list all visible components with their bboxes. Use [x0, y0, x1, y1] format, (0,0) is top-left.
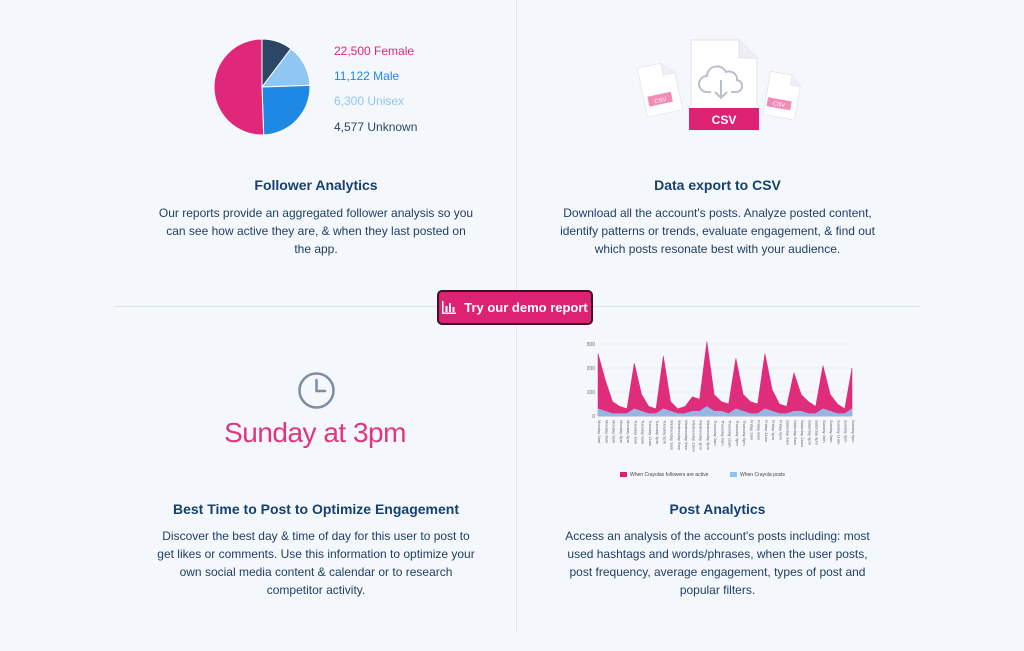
- y-tick-label: 100: [587, 390, 596, 396]
- x-tick-label: Sunday 3pm: [844, 420, 849, 443]
- gender-pie-chart: [213, 38, 311, 136]
- x-tick-label: Wednesday 9pm: [706, 420, 711, 451]
- x-tick-label: Wednesday 11am: [691, 420, 696, 453]
- series-posts-area: [597, 406, 853, 417]
- x-tick-label: Thursday 3pm: [735, 420, 740, 446]
- x-tick-label: Wednesday 3am: [670, 420, 675, 451]
- post-activity-chart: 0 100 200 300 Monday 3am Monday 6am Monday 9am…: [587, 341, 856, 478]
- legend-unknown: 4,577 Unknown: [334, 120, 418, 134]
- clock-icon: [298, 372, 335, 409]
- x-tick-label: Thursday 11am: [728, 420, 733, 448]
- cloud-download-icon: [698, 65, 744, 100]
- legend-label: When Crayola posts: [740, 472, 786, 478]
- x-tick-label: Saturday 9am: [793, 420, 798, 446]
- x-tick-label: Friday 11am: [764, 420, 769, 443]
- x-tick-label: Monday 9pm: [626, 420, 631, 444]
- csv-export-description: Download all the account's posts. Analyz…: [560, 206, 875, 256]
- x-tick-label: Tuesday 3pm: [655, 420, 660, 445]
- best-time-value: Sunday at 3pm: [224, 417, 406, 448]
- x-tick-label: Saturday 11am: [800, 420, 805, 447]
- try-demo-report-label: Try our demo report: [464, 300, 588, 315]
- x-tick-label: Friday 9am: [757, 420, 762, 441]
- x-tick-label: Sunday 11am: [836, 420, 841, 445]
- bar-chart-icon: [442, 301, 457, 314]
- best-time-section: Best Time to Post to Optimize Engagement…: [150, 300, 482, 620]
- x-tick-label: Wednesday 6am: [677, 420, 682, 451]
- x-tick-label: Friday 3pm: [771, 420, 776, 441]
- y-tick-label: 300: [587, 342, 596, 348]
- try-demo-report-button[interactable]: Try our demo report: [437, 290, 593, 325]
- x-tick-label: Saturday 9pm: [815, 420, 820, 446]
- x-tick-label: Monday 3pm: [619, 420, 624, 444]
- svg-text:CSV: CSV: [712, 113, 737, 127]
- series-followers-active-area: [597, 341, 853, 417]
- x-tick-label: Saturday 3pm: [807, 420, 812, 446]
- x-tick-label: Saturday 3am: [786, 420, 791, 446]
- x-tick-label: Monday 6am: [604, 420, 609, 444]
- x-tick-label: Friday 3am: [749, 420, 754, 441]
- small-file-icon-right: CSV: [762, 70, 801, 121]
- svg-text:CSV: CSV: [654, 97, 667, 105]
- legend-female: 22,500 Female: [334, 44, 415, 58]
- x-tick-label: Wednesday 3pm: [699, 420, 704, 451]
- x-tick-label: Friday 9pm: [778, 420, 783, 441]
- follower-analytics-description: Our reports provide an aggregated follow…: [158, 206, 474, 256]
- legend-male: 11,122 Male: [334, 69, 400, 83]
- small-file-icon-left: CSV: [636, 62, 684, 118]
- x-tick-label: Tuesday 9am: [641, 420, 646, 445]
- svg-text:CSV: CSV: [772, 101, 785, 109]
- follower-analytics-title: Follower Analytics: [254, 177, 378, 193]
- x-tick-label: Tuesday 11am: [648, 420, 653, 447]
- y-tick-label: 200: [587, 366, 596, 372]
- x-tick-label: Sunday 3am: [822, 420, 827, 443]
- pie-slice-female: [213, 38, 265, 136]
- post-analytics-section: Post Analytics Access an analysis of the…: [555, 300, 880, 620]
- x-tick-label: Monday 3am: [597, 420, 602, 444]
- x-tick-label: Thursday 9am: [720, 420, 725, 446]
- y-tick-label: 0: [592, 414, 595, 420]
- x-tick-label: Wednesday 9am: [684, 420, 689, 451]
- x-tick-label: Tuesday 9pm: [662, 420, 667, 445]
- legend-label: When Crayolas followers are active: [630, 472, 709, 478]
- post-analytics-title: Post Analytics: [669, 501, 766, 517]
- x-tick-label: Tuesday 3am: [633, 420, 638, 445]
- post-analytics-description: Access an analysis of the account's post…: [565, 529, 870, 597]
- x-tick-label: Thursday 3am: [713, 420, 718, 446]
- x-tick-label: Sunday 9pm: [851, 420, 856, 443]
- best-time-description: Discover the best day & time of day for …: [157, 529, 475, 597]
- legend-swatch: [620, 472, 627, 477]
- x-tick-label: Monday 9am: [612, 420, 617, 444]
- pie-slice-male: [261, 84, 311, 136]
- legend-swatch: [730, 472, 737, 477]
- csv-file-icon: CSV: [689, 39, 759, 131]
- x-tick-label: Sunday 9am: [829, 420, 834, 443]
- csv-illustration: CSV CSV CSV: [636, 38, 806, 138]
- csv-export-title: Data export to CSV: [654, 177, 781, 193]
- csv-export-section: Data export to CSV Download all the acco…: [555, 0, 880, 300]
- follower-analytics-section: Follower Analytics Our reports provide a…: [150, 0, 482, 300]
- legend-unisex: 6,300 Unisex: [334, 94, 405, 108]
- x-tick-label: Thursday 9pm: [742, 420, 747, 446]
- best-time-title: Best Time to Post to Optimize Engagement: [172, 501, 459, 517]
